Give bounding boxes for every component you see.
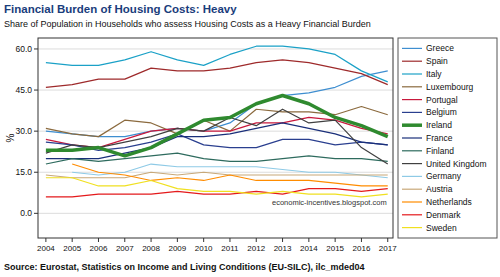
legend-label: Netherlands: [426, 197, 472, 207]
series-line: [72, 164, 388, 178]
chart: Financial Burden of Housing Costs: Heavy…: [0, 0, 500, 277]
legend-swatch: [402, 176, 422, 177]
y-tick: [34, 90, 38, 91]
y-tick-label: 0.0: [20, 208, 32, 218]
x-tick: [45, 238, 46, 242]
y-tick-label: 15.0: [15, 167, 32, 177]
x-tick: [335, 238, 336, 242]
legend-swatch: [402, 123, 422, 127]
series-line: [46, 96, 388, 156]
series-line: [72, 164, 388, 186]
x-tick: [124, 238, 125, 242]
legend-swatch: [402, 137, 422, 138]
y-tick: [34, 48, 38, 49]
grid-line: [38, 213, 393, 214]
x-tick-label: 2004: [37, 244, 55, 253]
legend-label: Belgium: [426, 107, 457, 117]
x-tick-label: 2006: [90, 244, 108, 253]
legend-swatch: [402, 189, 422, 190]
legend-label: France: [426, 133, 453, 143]
legend-label: Finland: [426, 146, 454, 156]
series-line: [46, 189, 388, 197]
series-line: [46, 46, 388, 82]
y-tick-label: 45.0: [15, 85, 32, 95]
x-tick: [98, 238, 99, 242]
x-tick: [387, 238, 388, 242]
legend-swatch: [402, 61, 422, 62]
x-tick-label: 2010: [195, 244, 213, 253]
legend-swatch: [402, 201, 422, 202]
legend-swatch: [402, 227, 422, 228]
background: [0, 0, 500, 277]
y-tick: [34, 172, 38, 173]
x-tick: [282, 238, 283, 242]
y-tick-label: 60.0: [15, 44, 32, 54]
series-line: [46, 71, 388, 137]
legend-label: Sweden: [426, 223, 457, 233]
series-line: [46, 60, 388, 87]
series-line: [46, 172, 388, 177]
x-tick-label: 2008: [142, 244, 160, 253]
plot-area: [38, 38, 393, 238]
legend-swatch: [402, 86, 422, 87]
y-tick: [34, 131, 38, 132]
y-tick-label: 30.0: [15, 126, 32, 136]
legend-swatch: [402, 73, 422, 74]
x-tick: [72, 238, 73, 242]
annotation: economic-incentives.blogspot.com: [272, 198, 387, 207]
series-group: [46, 46, 388, 197]
x-tick-label: 2005: [63, 244, 81, 253]
x-tick: [229, 238, 230, 242]
plot-frame: [38, 38, 393, 238]
series-line: [46, 178, 388, 197]
x-tick-label: 2016: [353, 244, 371, 253]
x-tick-label: 2012: [247, 244, 265, 253]
x-tick: [203, 238, 204, 242]
legend-label: Austria: [426, 184, 453, 194]
legend-label: Denmark: [426, 210, 461, 220]
x-tick-label: 2013: [274, 244, 292, 253]
x-tick-label: 2015: [326, 244, 344, 253]
x-tick: [256, 238, 257, 242]
subtitle: Share of Population in Households who as…: [4, 19, 371, 29]
x-tick-label: 2014: [300, 244, 318, 253]
x-tick: [308, 238, 309, 242]
legend-label: United Kingdom: [426, 159, 486, 169]
source: Source: Eurostat, Statistics on Income a…: [4, 262, 365, 272]
x-tick-label: 2017: [379, 244, 397, 253]
legend-label: Luxembourg: [426, 82, 474, 92]
legend-label: Germany: [426, 171, 462, 181]
series-line: [46, 123, 388, 159]
legend-label: Greece: [426, 43, 454, 53]
legend-swatch: [402, 48, 422, 49]
y-tick: [34, 213, 38, 214]
y-axis-label: %: [5, 133, 16, 142]
legend-swatch: [402, 150, 422, 151]
grid-line: [38, 48, 393, 49]
x-tick-label: 2007: [116, 244, 134, 253]
x-tick: [361, 238, 362, 242]
x-tick: [151, 238, 152, 242]
title: Financial Burden of Housing Costs: Heavy: [4, 3, 237, 15]
legend-swatch: [402, 112, 422, 113]
grid-line: [38, 90, 393, 91]
legend-label: Italy: [426, 69, 442, 79]
legend-swatch: [402, 99, 422, 100]
legend-label: Portugal: [426, 95, 458, 105]
x-tick-label: 2009: [168, 244, 186, 253]
legend-box: [398, 38, 497, 238]
series-line: [46, 153, 388, 164]
legend-label: Ireland: [426, 120, 452, 130]
legend-swatch: [402, 163, 422, 164]
x-tick: [177, 238, 178, 242]
legend-swatch: [402, 214, 422, 215]
x-tick-label: 2011: [221, 244, 239, 253]
legend-label: Spain: [426, 56, 448, 66]
